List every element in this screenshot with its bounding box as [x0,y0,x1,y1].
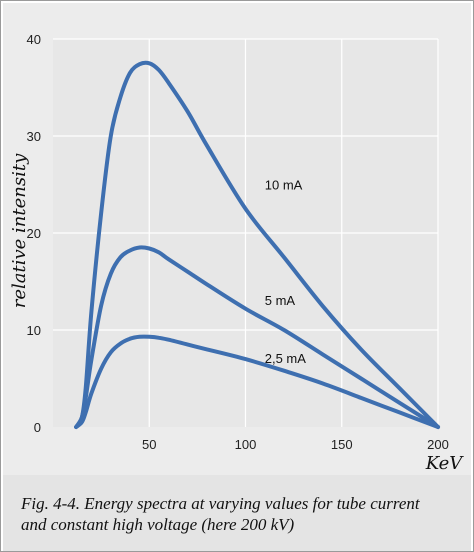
series-labels: 10 mA 5 mA 2,5 mA [265,177,307,366]
tick-labels: 50 100 150 200 0 10 20 30 40 [27,32,449,452]
line-chart: 50 100 150 200 0 10 20 30 40 10 mA 5 mA 2,5 mA rel… [9,32,465,474]
x-tick-label: 50 [142,437,156,452]
series-label-1: 5 mA [265,293,296,308]
x-tick-label: 150 [331,437,353,452]
y-tick-label: 40 [27,32,41,47]
series-line-2 [74,334,440,429]
figure-caption: Fig. 4-4. Energy spectra at varying valu… [21,493,461,535]
plot-area: 50 100 150 200 0 10 20 30 40 10 mA 5 mA 2,5 mA rel… [3,3,471,475]
x-axis-title: KeV [425,453,465,474]
y-tick-label: 20 [27,226,41,241]
series-line-1 [74,245,440,429]
caption-area: Fig. 4-4. Energy spectra at varying valu… [3,475,471,551]
caption-line-2: and constant high voltage (here 200 kV) [21,515,295,534]
x-tick-label: 200 [427,437,449,452]
gridlines [53,38,439,427]
series-line-0 [74,60,440,429]
y-tick-label: 30 [27,129,41,144]
x-tick-label: 100 [235,437,257,452]
y-tick-label: 10 [27,323,41,338]
y-tick-label: 0 [34,420,41,435]
curves [74,60,440,429]
caption-line-1: Fig. 4-4. Energy spectra at varying valu… [21,494,420,513]
series-label-0: 10 mA [265,177,303,192]
y-axis-title: relative intensity [9,153,30,308]
series-label-2: 2,5 mA [265,351,307,366]
